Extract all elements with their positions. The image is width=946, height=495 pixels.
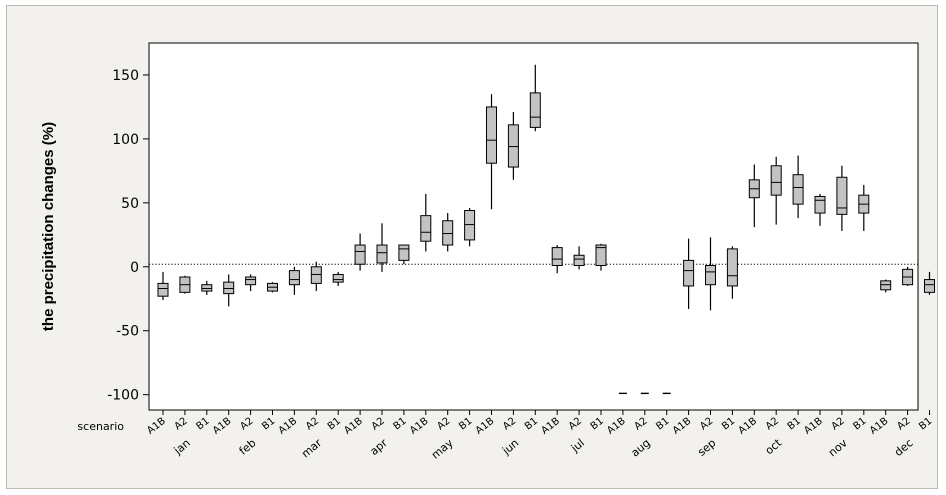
month-label-may: may	[429, 436, 456, 462]
box-mar-a2	[310, 266, 322, 284]
month-label-oct: oct	[763, 436, 785, 457]
scenario-tick-label: B1	[194, 416, 211, 433]
scenario-tick-label: A2	[830, 416, 847, 433]
month-label-jul: jul	[568, 436, 587, 455]
scenario-tick-label: A1B	[539, 416, 562, 437]
y-tick-label: -100	[107, 388, 139, 404]
scenario-tick-label: A1B	[737, 416, 760, 437]
scenario-tick-label: A2	[173, 416, 190, 433]
scenario-tick-label: A1B	[211, 416, 234, 437]
scenario-tick-label: A1B	[408, 416, 431, 437]
box-may-b1	[464, 210, 476, 241]
scenario-tick-label: A1B	[342, 416, 365, 437]
month-label-mar: mar	[299, 436, 325, 460]
scenario-tick-label: A1B	[145, 416, 168, 437]
scenario-tick-label: A2	[501, 416, 518, 433]
month-label-feb: feb	[237, 436, 259, 457]
box-nov-a2	[836, 176, 848, 215]
scenario-tick-label: B1	[720, 416, 737, 433]
scenario-tick-label: A2	[567, 416, 584, 433]
scenario-tick-label: B1	[786, 416, 803, 433]
box-sep-a2	[705, 265, 716, 286]
scenario-tick-label: A2	[304, 416, 321, 433]
box-feb-a1b	[223, 281, 235, 295]
box-oct-a2	[770, 165, 782, 196]
month-label-nov: nov	[826, 436, 850, 459]
month-label-dec: dec	[892, 436, 916, 459]
scenario-tick-label: B1	[326, 416, 343, 433]
chart-frame: 150 100 50 0 -50 -100 A1B A2 B1 A1B A2 B1 A1B A2 B1 A1…	[6, 5, 938, 489]
scenario-tick-label: A2	[895, 416, 912, 433]
box-sep-b1	[726, 248, 738, 287]
scenario-tick-label: A1B	[671, 416, 694, 437]
box-jul-a2	[573, 254, 585, 267]
scenario-tick-label: A1B	[605, 416, 628, 437]
box-apr-a1b	[354, 244, 366, 265]
box-dec-a1b	[880, 280, 892, 291]
scenario-tick-label: A2	[632, 416, 649, 433]
scenario-tick-label: A2	[370, 416, 387, 433]
scenario-tick-label: B1	[523, 416, 540, 433]
box-oct-b1	[792, 174, 804, 205]
box-mar-a1b	[288, 270, 300, 286]
scenario-tick-label: A2	[698, 416, 715, 433]
y-axis-label: the precipitation changes (%)	[40, 122, 57, 331]
scenario-tick-label: A1B	[802, 416, 825, 437]
y-tick-label: -50	[116, 324, 139, 340]
box-dec-b1	[924, 279, 935, 293]
scenario-tick-label: A2	[238, 416, 255, 433]
box-jul-b1	[595, 244, 607, 267]
box-jun-a2	[507, 124, 519, 168]
y-tick-label: 100	[112, 132, 139, 148]
scenario-tick-label: B1	[851, 416, 868, 433]
box-apr-b1	[398, 244, 410, 261]
month-label-jan: jan	[171, 436, 193, 457]
month-label-apr: apr	[368, 436, 391, 458]
box-may-a1b	[420, 215, 432, 242]
box-jul-a1b	[551, 247, 563, 267]
scenario-tick-label: A1B	[277, 416, 300, 437]
scenario-tick-label: B1	[917, 416, 934, 433]
month-label-jun: jun	[499, 436, 521, 458]
box-apr-a2	[376, 244, 388, 264]
scenario-tick-label: A2	[764, 416, 781, 433]
scenario-tick-label: B1	[392, 416, 409, 433]
scenario-tick-label: A1B	[474, 416, 497, 437]
box-jan-b1	[201, 284, 213, 292]
box-jan-a1b	[157, 282, 169, 297]
scenario-row-label: scenario	[77, 420, 124, 433]
box-nov-a1b	[814, 195, 826, 214]
scenario-tick-label: B1	[457, 416, 474, 433]
y-tick-label: 0	[130, 260, 139, 276]
y-tick-label: 150	[112, 68, 139, 84]
scenario-tick-label: A2	[435, 416, 452, 433]
y-tick-label: 50	[121, 196, 139, 212]
month-label-aug: aug	[629, 436, 653, 459]
scenario-tick-label: B1	[260, 416, 277, 433]
scenario-tick-label: A1B	[868, 416, 891, 437]
scenario-tick-label: B1	[589, 416, 606, 433]
box-sep-a1b	[683, 259, 695, 287]
box-feb-a2	[245, 276, 257, 286]
scenario-tick-label: B1	[654, 416, 671, 433]
box-mar-b1	[332, 273, 344, 283]
box-jun-a1b	[486, 106, 497, 164]
month-label-sep: sep	[695, 436, 718, 458]
box-jun-b1	[529, 92, 541, 128]
box-may-a2	[442, 220, 454, 246]
